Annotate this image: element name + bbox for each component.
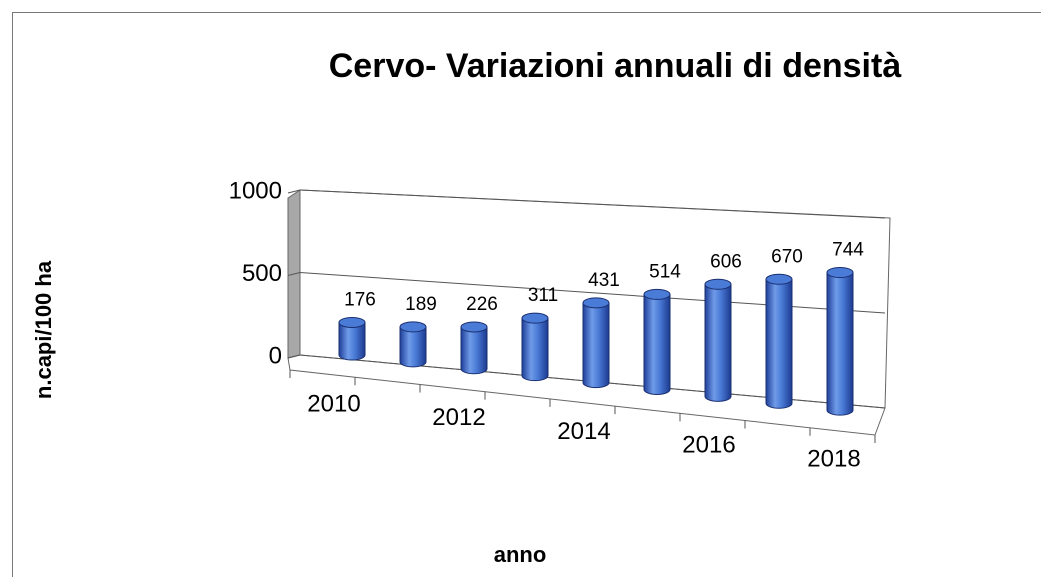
- bar-part: [704, 283, 732, 402]
- y-axis-title: n.capi/100 ha: [31, 260, 56, 399]
- bar-part: [643, 293, 671, 395]
- x-tick-label: 2018: [807, 445, 860, 472]
- bar: [643, 288, 671, 395]
- data-label: 514: [649, 261, 681, 282]
- data-label: 226: [466, 294, 498, 315]
- bar-part: [582, 302, 610, 389]
- data-label: 744: [832, 240, 864, 261]
- bar-part: [643, 288, 671, 300]
- bar-part: [460, 321, 488, 333]
- y-tick-label: 0: [269, 342, 282, 369]
- data-label: 189: [405, 294, 437, 315]
- frame: [12, 12, 1041, 577]
- y-tick: [287, 272, 301, 276]
- bar-part: [521, 312, 549, 324]
- bar-part: [704, 278, 732, 290]
- bar: [704, 278, 732, 402]
- bar: [826, 267, 854, 416]
- bar-part: [338, 321, 366, 361]
- y-tick: [287, 189, 301, 194]
- data-label: 670: [771, 246, 803, 267]
- data-label: 431: [588, 270, 620, 291]
- bar: [765, 273, 793, 409]
- bar-part: [460, 326, 488, 375]
- bar-part: [765, 278, 793, 409]
- bar-part: [399, 326, 427, 368]
- bar-part: [521, 317, 549, 382]
- y-tick: [287, 354, 301, 359]
- x-tick-label: 2016: [682, 432, 735, 459]
- bar: [582, 297, 610, 389]
- x-tick-label: 2014: [557, 418, 610, 445]
- bar-part: [826, 272, 854, 416]
- bar-part: [765, 273, 793, 285]
- data-label: 176: [344, 289, 376, 310]
- bar-part: [582, 297, 610, 309]
- x-axis-title: anno: [494, 542, 547, 567]
- bar-part: [399, 321, 427, 333]
- x-tick-label: 2012: [432, 404, 485, 431]
- bar: [338, 316, 366, 361]
- grid-line: [299, 189, 886, 219]
- bar: [460, 321, 488, 375]
- bar: [399, 321, 427, 368]
- y-tick-label: 500: [242, 260, 282, 287]
- bar-part: [826, 267, 854, 279]
- bar-part: [338, 316, 366, 328]
- bar: [521, 312, 549, 382]
- data-label: 311: [528, 285, 558, 306]
- chart-title: Cervo- Variazioni annuali di densità: [329, 47, 902, 85]
- y-tick-label: 1000: [229, 177, 282, 204]
- x-tick-label: 2010: [307, 390, 360, 417]
- data-label: 606: [710, 251, 742, 272]
